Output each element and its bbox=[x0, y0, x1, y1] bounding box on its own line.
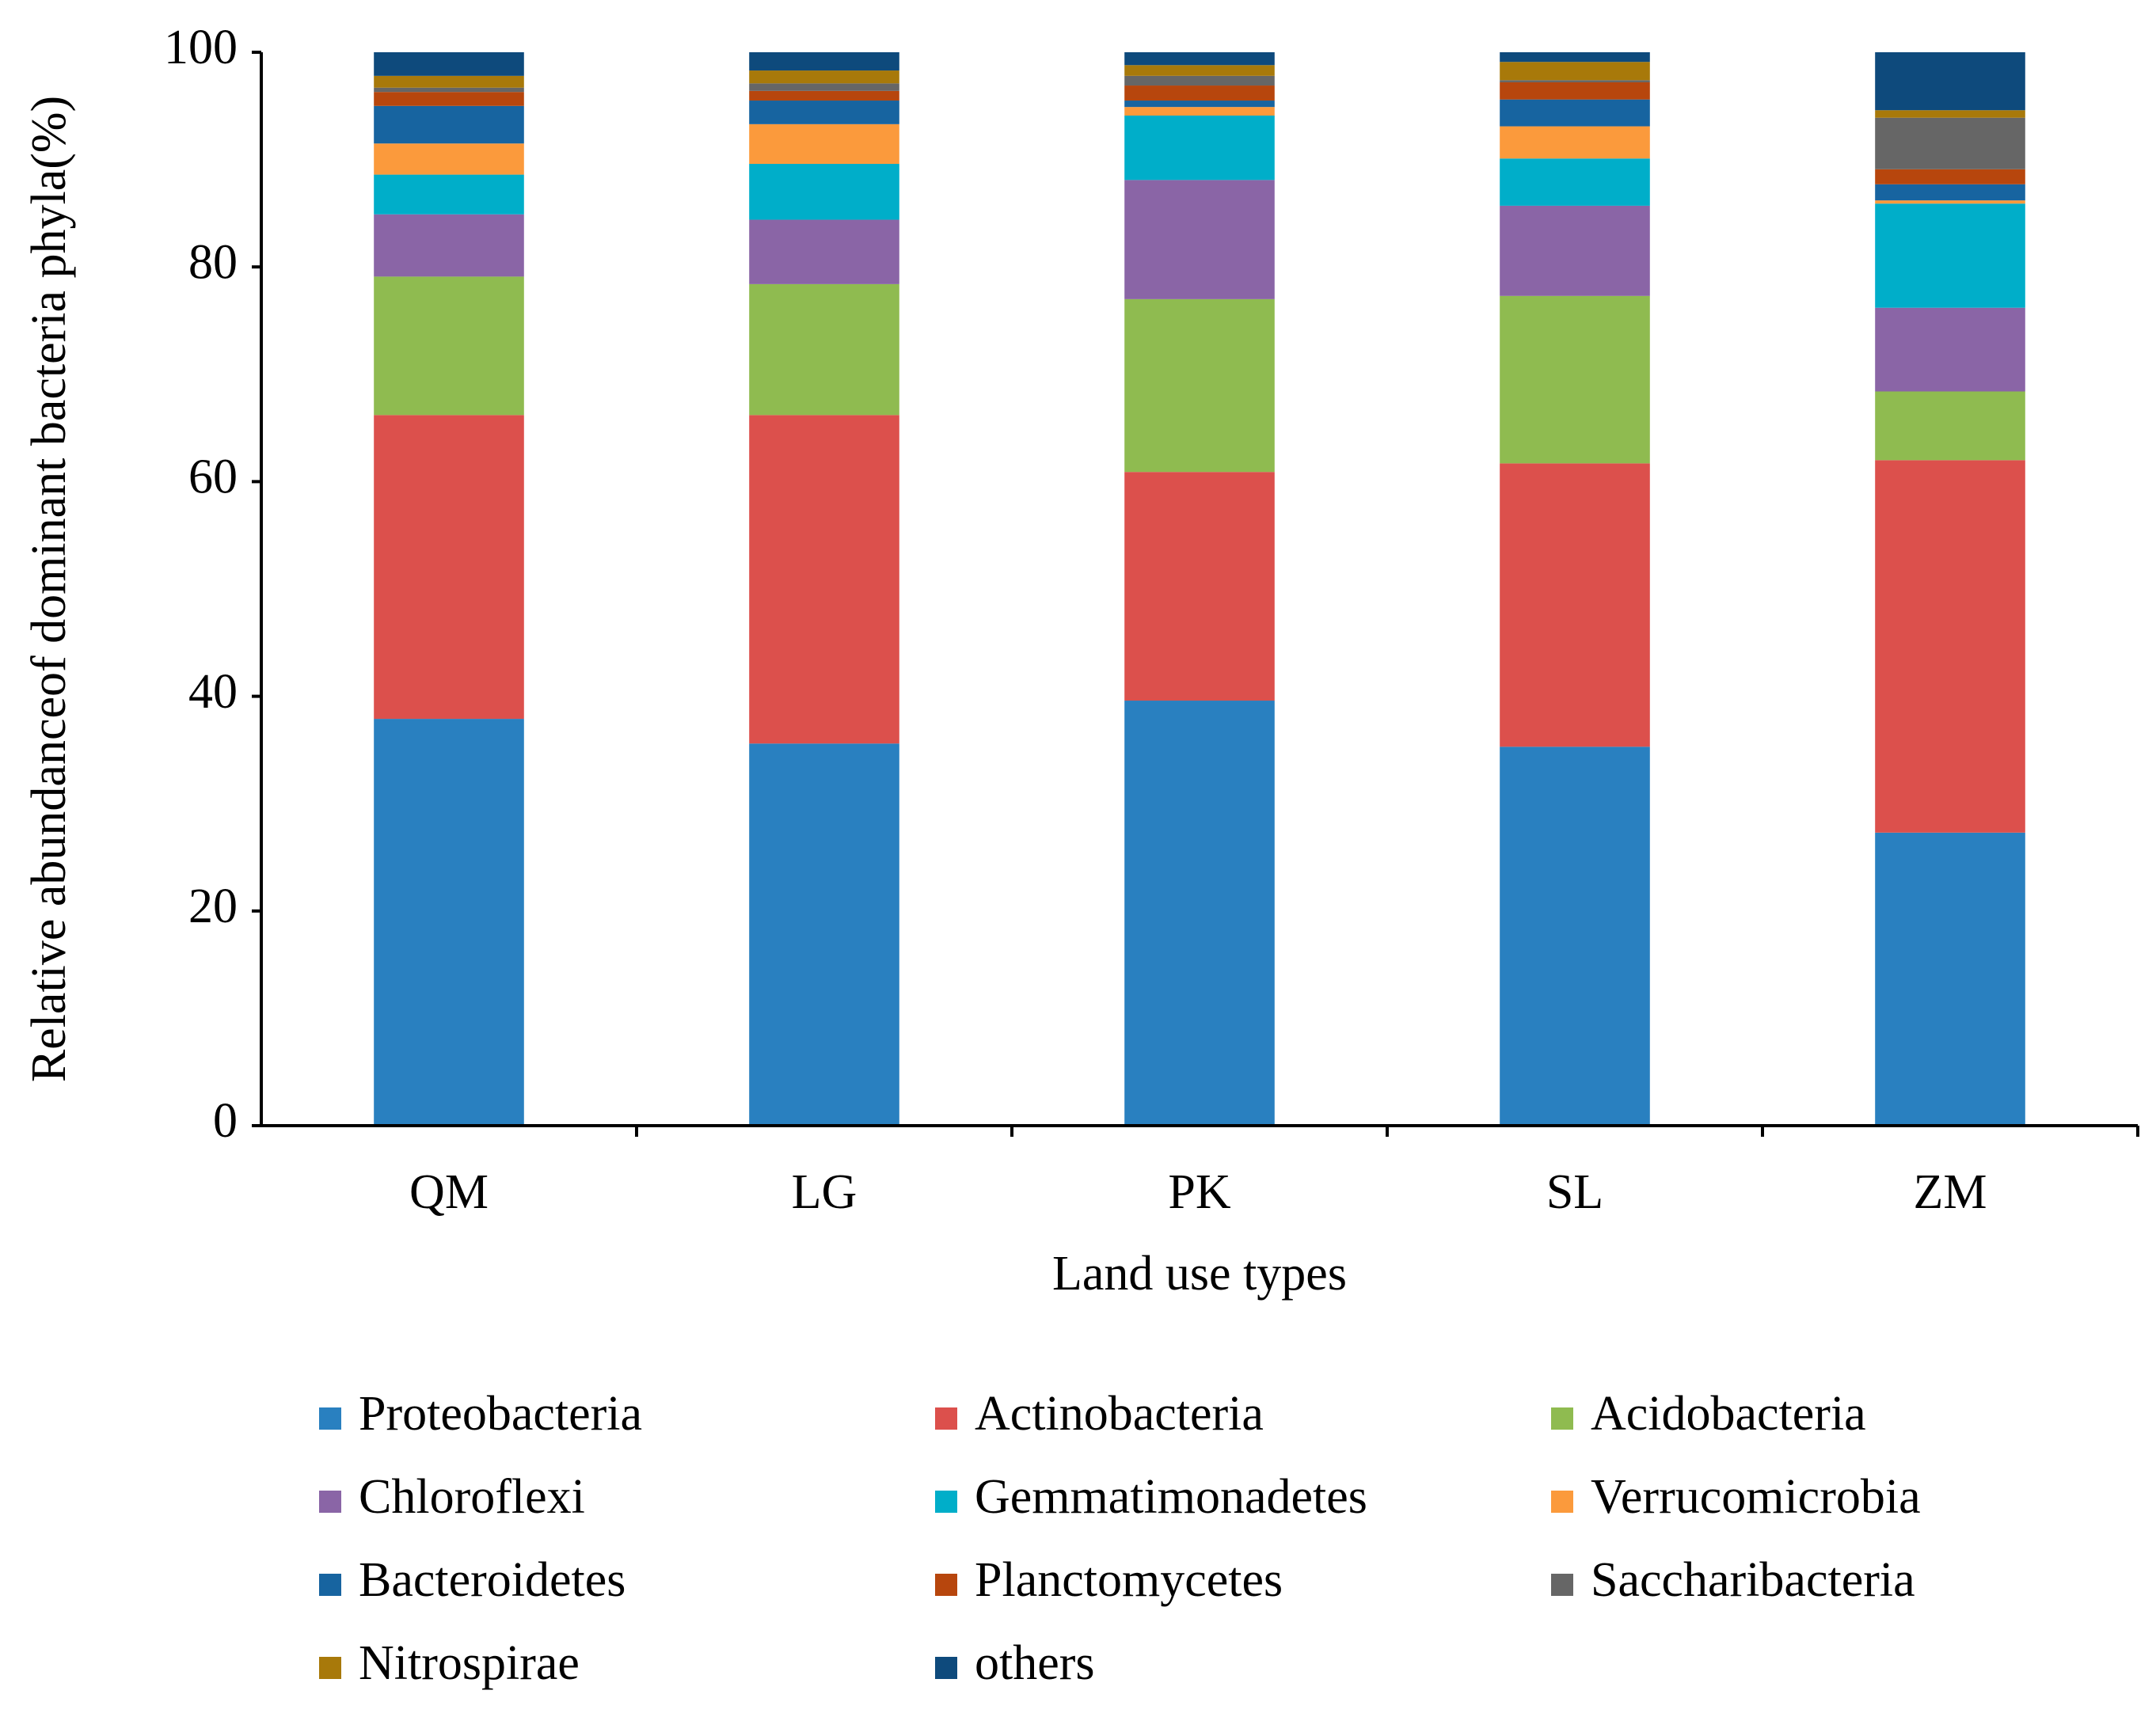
bar-segment bbox=[1500, 746, 1650, 1126]
bar-segment bbox=[1500, 295, 1650, 464]
bar-segment bbox=[1875, 460, 2025, 833]
bar-segment bbox=[1124, 298, 1275, 473]
bar-segment bbox=[1875, 169, 2025, 184]
bar-segment bbox=[374, 92, 524, 106]
bar-segment bbox=[374, 52, 524, 76]
legend-label: Actinobacteria bbox=[975, 1387, 1264, 1441]
legend-swatch bbox=[935, 1491, 957, 1513]
bar-segment bbox=[749, 52, 899, 71]
legend-label: Verrucomicrobia bbox=[1591, 1470, 1921, 1524]
y-tick-label: 40 bbox=[188, 665, 238, 719]
bar-segment bbox=[374, 174, 524, 215]
bar-segment bbox=[1500, 158, 1650, 206]
bar-segment bbox=[374, 276, 524, 416]
bar-segment bbox=[749, 70, 899, 84]
bar-segment bbox=[1124, 472, 1275, 701]
bar-segment bbox=[1500, 126, 1650, 159]
bar-segment bbox=[374, 105, 524, 144]
bar-segment bbox=[1875, 200, 2025, 204]
legend-label: Acidobacteria bbox=[1591, 1387, 1866, 1441]
bar-segment bbox=[749, 283, 899, 416]
legend-swatch bbox=[319, 1574, 341, 1596]
legend-label: Chloroflexi bbox=[359, 1470, 585, 1524]
legend-label: Bacteroidetes bbox=[359, 1553, 626, 1607]
bar-segment bbox=[749, 164, 899, 220]
bar-segment bbox=[1500, 80, 1650, 82]
bar-segment bbox=[1500, 82, 1650, 100]
bar-segment bbox=[374, 719, 524, 1126]
bar-segment bbox=[374, 214, 524, 277]
y-tick-label: 60 bbox=[188, 450, 238, 504]
bar-segment bbox=[749, 743, 899, 1126]
legend-swatch bbox=[319, 1491, 341, 1513]
bar-segment bbox=[749, 123, 899, 165]
y-tick-label: 100 bbox=[164, 21, 238, 74]
bar-segment bbox=[749, 83, 899, 91]
bar-segment bbox=[1124, 75, 1275, 86]
bar-segment bbox=[1124, 116, 1275, 180]
bar-segment bbox=[1124, 101, 1275, 108]
legend-swatch bbox=[1551, 1407, 1573, 1430]
bar-segment bbox=[1124, 65, 1275, 76]
legend-swatch bbox=[935, 1407, 957, 1430]
bar-segment bbox=[1124, 85, 1275, 101]
x-tick-label: SL bbox=[1546, 1165, 1603, 1219]
bar-segment bbox=[1500, 99, 1650, 127]
legend-swatch bbox=[319, 1407, 341, 1430]
legend-label: Saccharibacteria bbox=[1591, 1553, 1915, 1607]
y-axis-label: Relative abundanceof dominant bacteria p… bbox=[22, 96, 76, 1082]
legend-swatch bbox=[935, 1657, 957, 1679]
legend-label: Nitrospirae bbox=[359, 1636, 580, 1690]
bar-segment bbox=[749, 219, 899, 284]
bar-segment bbox=[749, 415, 899, 744]
legend-swatch bbox=[1551, 1574, 1573, 1596]
bar-segment bbox=[1875, 52, 2025, 111]
y-tick-label: 80 bbox=[188, 235, 238, 289]
bar-segment bbox=[1124, 107, 1275, 116]
legend-swatch bbox=[319, 1657, 341, 1679]
bar-segment bbox=[1875, 117, 2025, 169]
bar-segment bbox=[1124, 701, 1275, 1126]
bar-segment bbox=[1875, 391, 2025, 461]
bar-segment bbox=[1875, 832, 2025, 1126]
legend-label: others bbox=[975, 1636, 1095, 1690]
legend-swatch bbox=[935, 1574, 957, 1596]
bar-segment bbox=[1875, 110, 2025, 118]
bar-segment bbox=[374, 75, 524, 88]
x-tick-label: PK bbox=[1168, 1165, 1230, 1219]
x-tick-label: QM bbox=[409, 1165, 489, 1219]
bar-segment bbox=[749, 101, 899, 124]
bar-segment bbox=[1875, 307, 2025, 392]
bar-segment bbox=[1875, 203, 2025, 308]
bar-segment bbox=[374, 143, 524, 175]
legend-label: Proteobacteria bbox=[359, 1387, 642, 1441]
bar-segment bbox=[1500, 463, 1650, 747]
bar-segment bbox=[374, 87, 524, 93]
legend-label: Planctomycetes bbox=[975, 1553, 1283, 1607]
x-axis-label: Land use types bbox=[1052, 1247, 1347, 1301]
bar-segment bbox=[1500, 52, 1650, 63]
bar-segment bbox=[1500, 205, 1650, 296]
legend-label: Gemmatimonadetes bbox=[975, 1470, 1367, 1524]
bar-segment bbox=[1124, 180, 1275, 299]
y-tick-label: 20 bbox=[188, 879, 238, 933]
x-tick-label: ZM bbox=[1914, 1165, 1987, 1219]
bar-segment bbox=[1124, 52, 1275, 66]
x-tick-label: LG bbox=[792, 1165, 857, 1219]
bar-segment bbox=[1500, 62, 1650, 81]
legend-swatch bbox=[1551, 1491, 1573, 1513]
y-tick-label: 0 bbox=[213, 1094, 238, 1148]
bar-segment bbox=[749, 90, 899, 101]
bar-segment bbox=[1875, 184, 2025, 201]
bar-segment bbox=[374, 415, 524, 720]
